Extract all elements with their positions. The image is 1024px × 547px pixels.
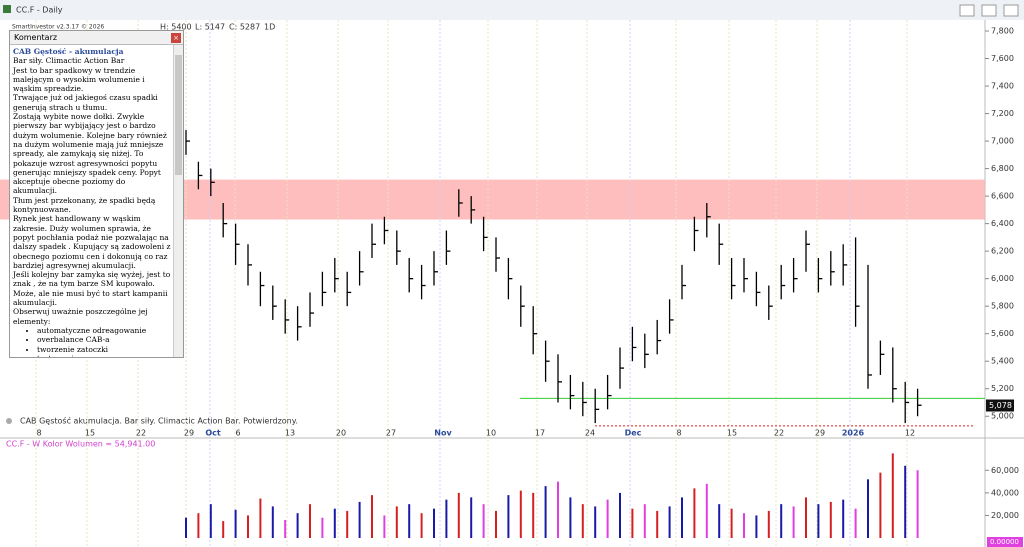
y-tick-label: 7,400 [991,82,1014,91]
y-tick-label: 6,800 [991,164,1014,173]
bullet-list: automatyczne odreagowanieoverbalance CAB… [13,326,171,357]
panel-line: Zostają wybite nowe dołki. Zwykle pierws… [13,112,167,196]
date-label: 12 [905,429,915,438]
y-tick-label: 5,800 [991,302,1014,311]
panel-body: CAB Gęstość - akumulacja Bar siły. Clima… [10,45,183,357]
y-tick-label: 6,000 [991,274,1014,283]
status-icon [6,418,12,424]
date-label: 8 [676,429,681,438]
panel-line: Jest to bar spadkowy w trendzie malejący… [13,65,145,94]
window-buttons[interactable] [959,4,1019,17]
volume-floor-label: 0.00000 [990,538,1019,546]
minimize-button[interactable] [959,4,975,17]
maximize-button[interactable] [981,4,997,17]
bullet: testowanie [37,354,171,357]
panel-title: Komentarz [14,33,58,42]
y-tick-label: 6,400 [991,219,1014,228]
bullet: automatyczne odreagowanie [37,326,171,335]
panel-line: Bar siły. Climactic Action Bar [13,56,125,66]
app-icon [3,5,11,13]
date-label: 20 [336,429,346,438]
date-label: 27 [386,429,396,438]
title-bar [0,0,1024,20]
high-label: H: 5400 [160,23,192,32]
y-tick-label: 7,200 [991,109,1014,118]
panel-header: Komentarz × [10,31,183,45]
bullet: tworzenie zatoczki [37,345,171,354]
panel-line: Rynek jest handlowany w wąskim zakresie.… [13,214,171,270]
scrollbar[interactable] [173,45,183,357]
y-tick-label: 7,800 [991,27,1014,36]
bullet: overbalance CAB-a [37,335,171,344]
y-tick-label: 6,600 [991,192,1014,201]
panel-line: Może, ale nie musi być to start kampanii… [13,288,168,308]
date-label: Oct [205,429,221,438]
scroll-thumb[interactable] [175,55,182,175]
panel-heading: CAB Gęstość - akumulacja [13,47,124,56]
y-tick-label: 5,200 [991,384,1014,393]
panel-line: Jeśli kolejny bar zamyka się wyżej, jest… [13,270,171,289]
volume-tick-label: 40,000 [991,488,1019,497]
interval-label: 1D [264,23,275,32]
close-label: C: 5287 [229,23,260,32]
date-label: 15 [727,429,737,438]
low-label: L: 5147 [195,23,225,32]
panel-line: Tłum jest przekonany, że spadki będą kon… [13,195,156,215]
date-label: 2026 [842,429,865,438]
date-label: 17 [535,429,545,438]
app-label: SmartInvestor v2.3.17 © 2026 [12,24,104,31]
y-tick-label: 5,000 [991,412,1014,421]
y-tick-label: 7,600 [991,54,1014,63]
date-label: 29 [184,429,194,438]
date-label: 29 [815,429,825,438]
y-tick-label: 5,400 [991,357,1014,366]
date-label: Nov [434,429,452,438]
comment-panel: Komentarz × CAB Gęstość - akumulacja Bar … [9,30,184,358]
panel-line: Trwające już od jakiegoś czasu spadki ge… [13,93,158,112]
date-label: 22 [136,429,146,438]
status-text: CAB Gęstość akumulacja. Bar siły. Climac… [20,416,298,426]
date-label: Dec [625,429,642,438]
close-button[interactable] [1003,4,1019,17]
y-tick-label: 6,200 [991,247,1014,256]
date-label: 10 [486,429,496,438]
date-label: 6 [235,429,240,438]
date-label: 22 [774,429,784,438]
date-label: 24 [585,429,595,438]
last-price-label: 5,078 [989,401,1012,410]
volume-title: CC.F - W Kolor Wolumen = 54,941.00 [6,440,155,449]
volume-tick-label: 60,000 [991,466,1019,475]
date-label: 15 [85,429,95,438]
volume-tick-label: 20,000 [991,511,1019,520]
last-price-box [986,399,1014,412]
volume-floor-box [987,537,1023,547]
y-tick-label: 5,600 [991,329,1014,338]
date-label: 8 [36,429,41,438]
panel-close[interactable]: × [171,33,181,43]
y-tick-label: 7,000 [991,137,1014,146]
date-label: 13 [285,429,295,438]
panel-line: Obserwuj uważnie poszczególne jej elemen… [13,307,148,326]
window-title: CC.F - Daily [16,6,63,15]
